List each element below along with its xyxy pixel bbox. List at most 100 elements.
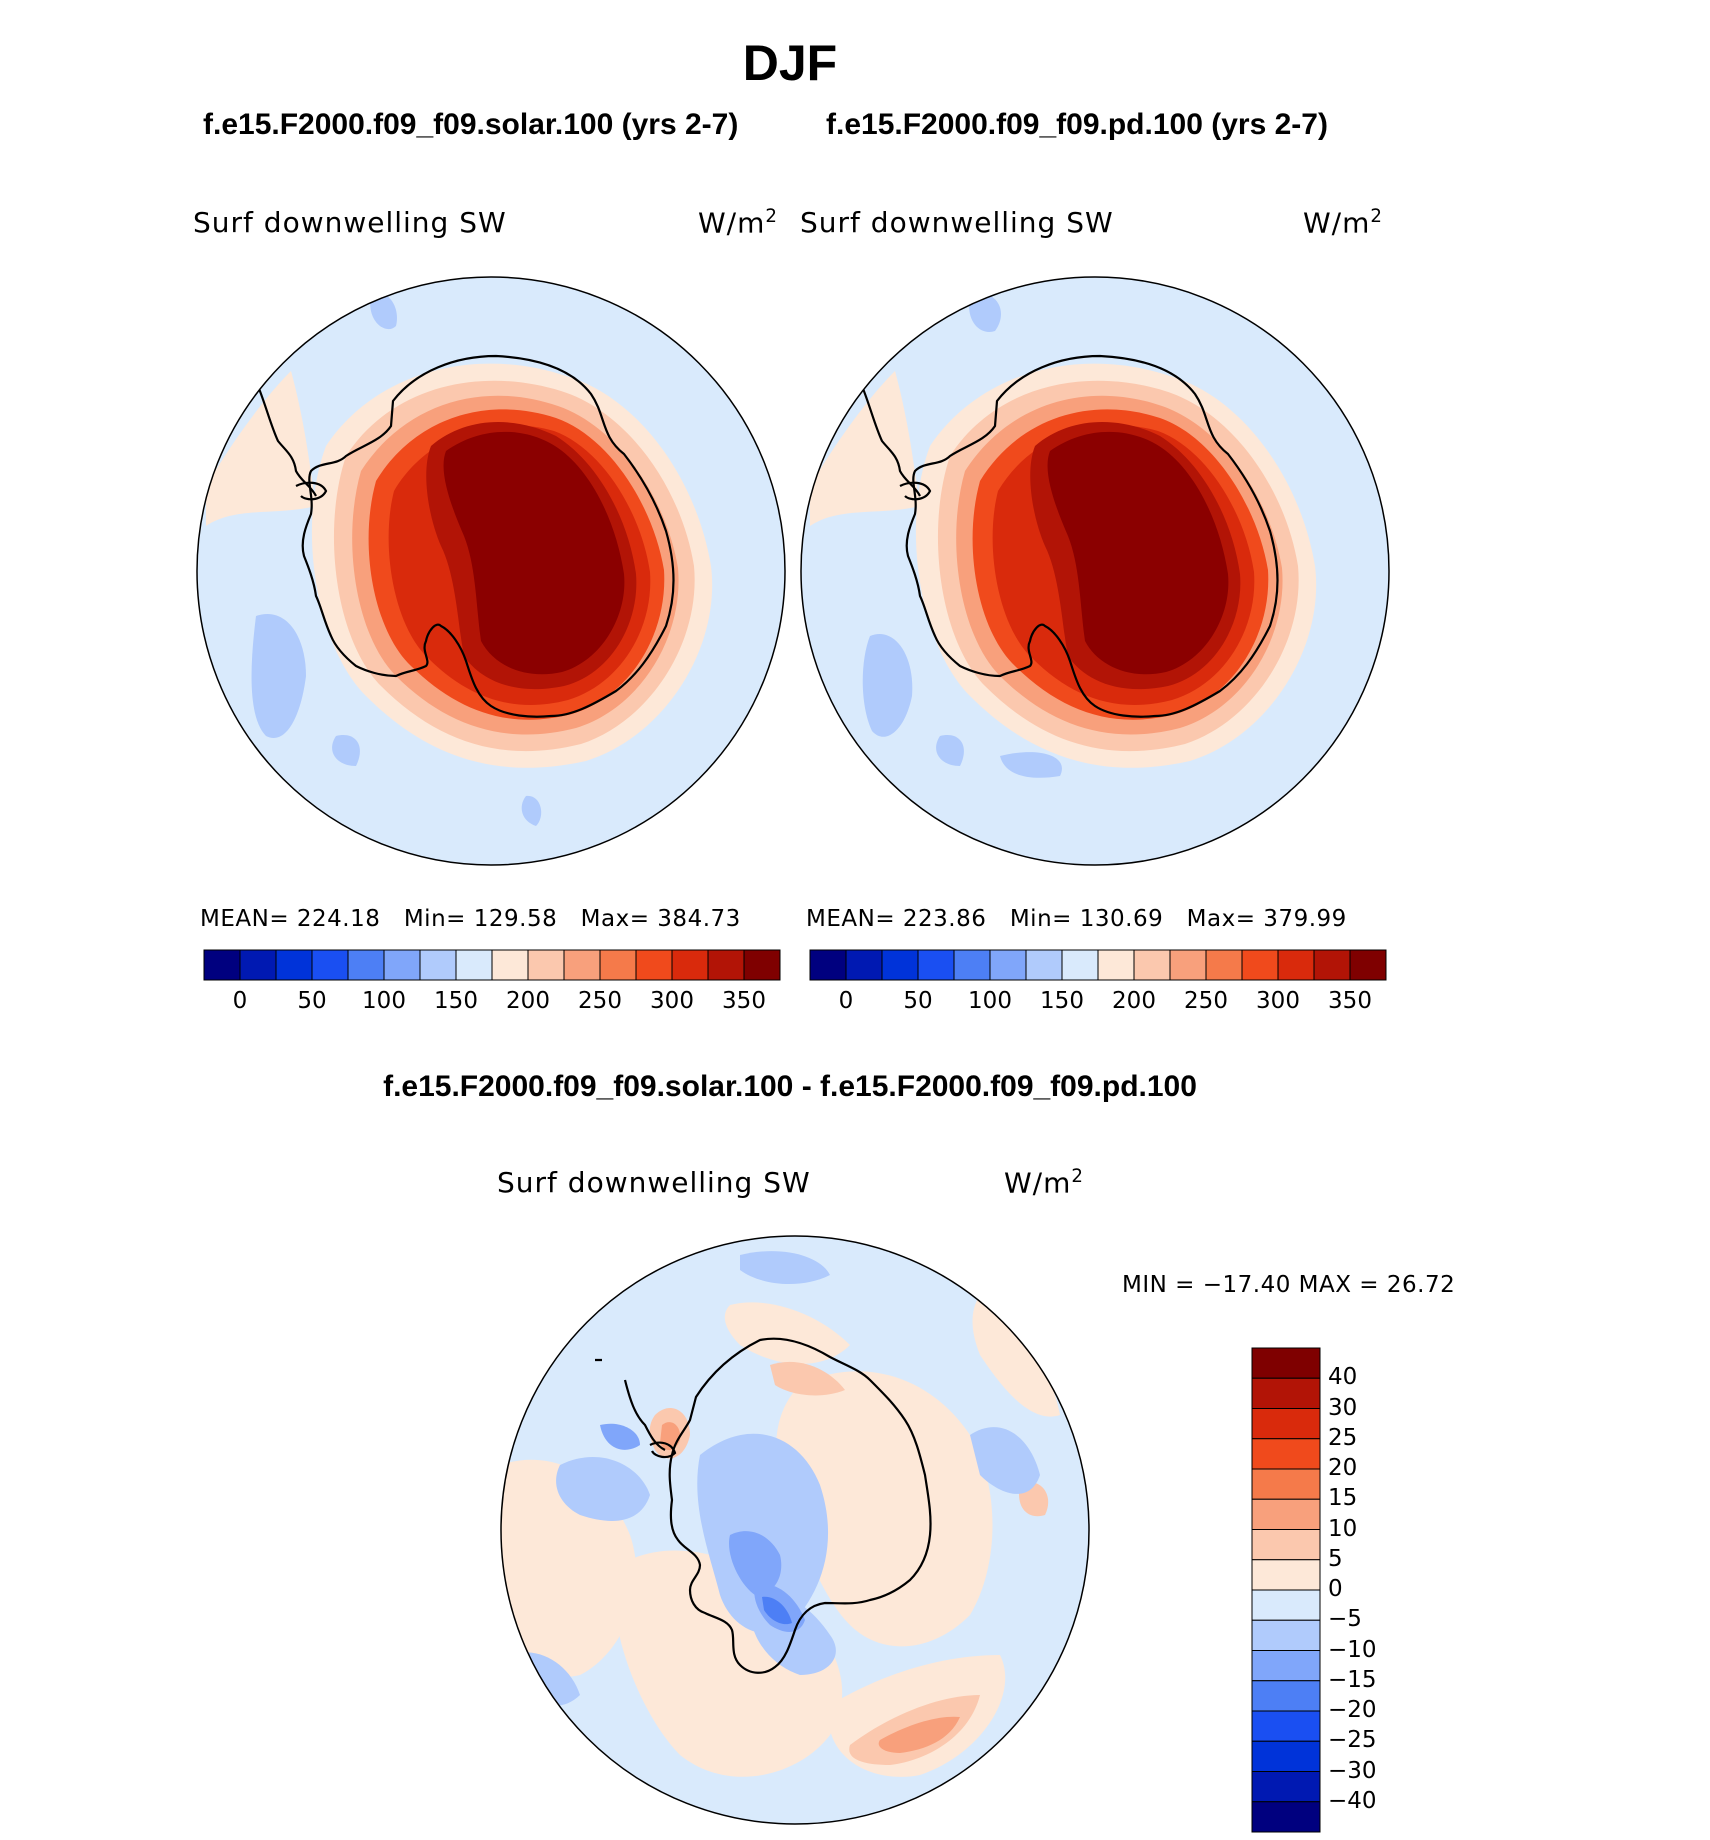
colorbar-swatch — [1251, 1468, 1321, 1500]
colorbar-difference-tick-labels: 40 30 25 20 15 10 5 0 −5 −10 −15 −20 −25 −30 −40 — [1328, 1348, 1448, 1832]
panel-left-variable-label: Surf downwelling SW — [193, 206, 507, 239]
colorbar-swatch — [1313, 949, 1351, 981]
colorbar-tick-label: 50 — [297, 988, 327, 1014]
colorbar-swatch — [347, 949, 385, 981]
difference-minmax: MIN = −17.40 MAX = 26.72 — [1122, 1272, 1456, 1298]
colorbar-swatch — [1025, 949, 1063, 981]
panel-left-units-label: W/m2 — [698, 206, 778, 240]
coastline — [301, 354, 675, 718]
colorbar-swatch — [1251, 1771, 1321, 1803]
fill-warm1-region — [724, 1302, 850, 1364]
fill-cool1-region — [251, 614, 306, 738]
fill-cool1-region — [936, 735, 964, 766]
colorbar-swatch — [881, 949, 919, 981]
fill-cool2-region — [729, 1531, 782, 1595]
colorbar-tick-label: 30 — [1328, 1394, 1358, 1421]
colorbar-tick-label: 25 — [1328, 1424, 1358, 1451]
colorbar-swatch — [1251, 1619, 1321, 1651]
map-difference — [500, 1235, 1090, 1825]
coastline — [905, 354, 1279, 718]
colorbar-swatch — [1251, 1589, 1321, 1621]
colorbar-swatch — [1251, 1529, 1321, 1561]
colorbar-swatch — [635, 949, 673, 981]
colorbar-swatch — [1251, 1438, 1321, 1470]
colorbar-tick-label: 20 — [1328, 1455, 1358, 1481]
fill-warm1-region — [972, 1295, 1060, 1417]
colorbar-swatch — [383, 949, 421, 981]
colorbar-swatch — [989, 949, 1027, 981]
colorbar-tick-label: 10 — [1328, 1515, 1358, 1542]
fill-cool1-region — [521, 795, 542, 826]
season-title: DJF — [742, 35, 838, 91]
colorbar-swatch — [671, 949, 709, 981]
colorbar-swatch — [239, 949, 277, 981]
colorbar-swatch — [1251, 1740, 1321, 1772]
colorbar-tick-label: 250 — [1184, 988, 1228, 1014]
coastline — [295, 481, 328, 501]
colorbar-tick-label: 250 — [578, 988, 622, 1014]
colorbar-swatch — [1251, 1498, 1321, 1530]
colorbar-swatch — [1251, 1347, 1321, 1379]
fill-cool1-region — [970, 1427, 1040, 1494]
colorbar-swatch — [1251, 1377, 1321, 1409]
colorbar-tick-label: 100 — [968, 988, 1012, 1014]
colorbar-swatch — [1251, 1710, 1321, 1742]
colorbar-swatch — [275, 949, 313, 981]
colorbar-swatch — [917, 949, 955, 981]
fill-cool3-region — [762, 1596, 792, 1625]
colorbar-tick-label: 300 — [1256, 988, 1300, 1014]
map-left-fields — [197, 277, 785, 865]
colorbar-swatch — [1277, 949, 1315, 981]
colorbar-tick-label: −20 — [1328, 1697, 1377, 1723]
colorbar-swatch — [1349, 949, 1387, 981]
colorbar-swatch — [311, 949, 349, 981]
panel-right-stats: MEAN= 223.86 Min= 130.69 Max= 379.99 — [806, 906, 1347, 932]
colorbar-left — [203, 949, 781, 981]
colorbar-swatch — [1097, 949, 1135, 981]
colorbar-swatch — [1251, 1408, 1321, 1440]
colorbar-tick-label: 50 — [903, 988, 933, 1014]
colorbar-swatch — [455, 949, 493, 981]
colorbar-tick-label: 300 — [650, 988, 694, 1014]
fill-warm1-region — [776, 1371, 993, 1647]
difference-units-label: W/m2 — [1004, 1166, 1084, 1200]
map-left-solar — [196, 276, 786, 866]
colorbar-swatch — [1133, 949, 1171, 981]
colorbar-swatch — [1251, 1801, 1321, 1833]
fill-cool1-region — [332, 735, 360, 766]
map-right-pd — [800, 276, 1390, 866]
colorbar-tick-label: 350 — [722, 988, 766, 1014]
fill-cool1-region — [740, 1251, 830, 1285]
fill-cool2-region — [600, 1423, 640, 1450]
colorbar-swatch — [203, 949, 241, 981]
colorbar-tick-label: −40 — [1328, 1787, 1377, 1814]
panel-left-stats: MEAN= 224.18 Min= 129.58 Max= 384.73 — [200, 906, 741, 932]
difference-title: f.e15.F2000.f09_f09.solar.100 - f.e15.F2… — [383, 1070, 1197, 1103]
colorbar-tick-label: 150 — [434, 988, 478, 1014]
fill-warm1-region — [810, 371, 920, 526]
fill-warm7-region — [1047, 431, 1229, 675]
fill-cool1-region — [862, 634, 913, 737]
colorbar-right-tick-labels: 0 50 100 150 200 250 300 350 — [810, 988, 1386, 1018]
colorbar-tick-label: 350 — [1328, 988, 1372, 1014]
colorbar-swatch — [1251, 1650, 1321, 1682]
fill-warm7-region — [443, 431, 625, 675]
colorbar-right — [809, 949, 1387, 981]
fill-cool1-region — [1000, 752, 1062, 778]
fill-warm3-region — [878, 1716, 960, 1753]
colorbar-swatch — [809, 949, 847, 981]
colorbar-tick-label: 5 — [1328, 1545, 1343, 1572]
difference-variable-label: Surf downwelling SW — [497, 1166, 811, 1199]
fill-warm2-region — [770, 1361, 845, 1396]
colorbar-left-tick-labels: 0 50 100 150 200 250 300 350 — [204, 988, 780, 1018]
panel-right-units-label: W/m2 — [1303, 206, 1383, 240]
map-difference-fields — [501, 1236, 1089, 1824]
coastline — [649, 1441, 677, 1459]
coastline — [668, 1337, 932, 1674]
colorbar-tick-label: 100 — [362, 988, 406, 1014]
fill-cool1-region — [697, 1433, 829, 1634]
colorbar-swatch — [1251, 1680, 1321, 1712]
fill-cool1-region — [969, 293, 1001, 332]
fill-cool1-region — [556, 1456, 650, 1521]
colorbar-tick-label: 0 — [838, 988, 854, 1014]
